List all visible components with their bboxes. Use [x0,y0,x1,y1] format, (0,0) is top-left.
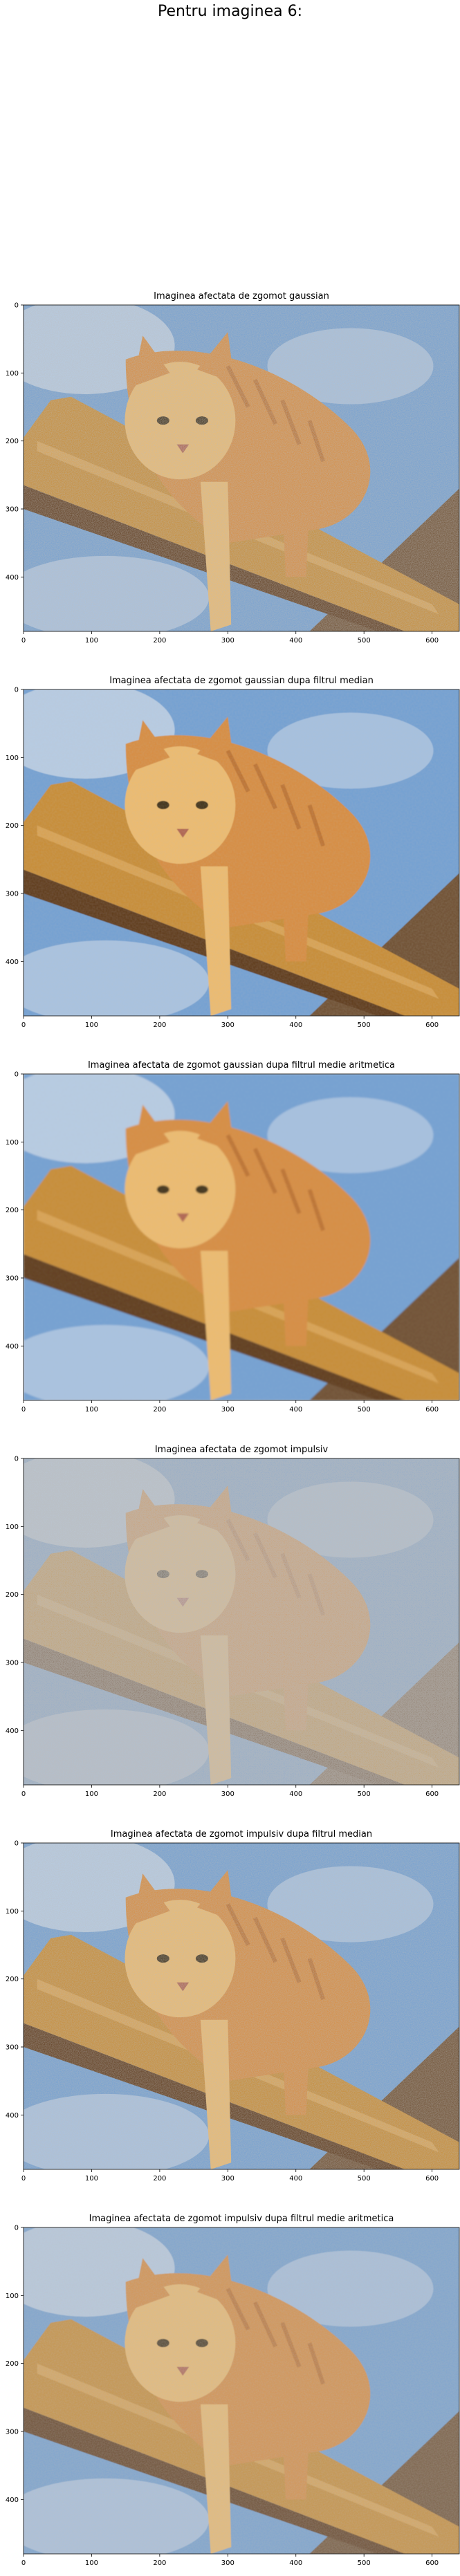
x-tick-label: 300 [221,1021,234,1029]
subplot-3: Imaginea afectata de zgomot gaussian dup… [0,1060,459,1414]
x-tick-label: 200 [153,2559,166,2567]
y-tick-label: 100 [6,1523,19,1531]
y-tick-label: 300 [6,891,19,898]
subplot-title: Imaginea afectata de zgomot gaussian dup… [109,676,374,686]
x-tick-label: 100 [85,1406,98,1414]
x-tick-label: 300 [221,637,234,645]
noise-overlay [24,689,459,1016]
x-tick-label: 600 [425,637,439,645]
x-tick-label: 500 [358,1021,371,1029]
x-tick-label: 500 [358,2175,371,2183]
subplot-1: Imaginea afectata de zgomot gaussian 0 100… [0,291,459,645]
x-tick-label: 100 [85,1790,98,1798]
x-tick-label: 300 [221,1790,234,1798]
x-tick-label: 200 [153,2175,166,2183]
y-tick-label: 0 [15,1071,19,1079]
x-tick-label: 400 [289,1406,302,1414]
y-tick-label: 100 [6,1139,19,1147]
y-tick-label: 300 [6,506,19,514]
noise-overlay [24,1843,459,2169]
y-tick-label: 100 [6,2292,19,2300]
x-tick-label: 500 [358,637,371,645]
x-tick-label: 500 [358,1790,371,1798]
x-tick-label: 0 [21,1790,26,1798]
y-tick-label: 400 [6,2112,19,2120]
x-tick-label: 0 [21,637,26,645]
x-tick-label: 0 [21,2175,26,2183]
noisy-cat-image [0,1835,459,2177]
subplot-5: Imaginea afectata de zgomot impulsiv dup… [0,1829,459,2183]
subplot-6: Imaginea afectata de zgomot impulsiv dup… [0,2214,459,2567]
x-tick-label: 500 [358,1406,371,1414]
x-tick-label: 300 [221,1406,234,1414]
x-tick-label: 400 [289,2559,302,2567]
y-tick-label: 300 [6,2044,19,2052]
noise-overlay [24,305,459,631]
y-tick-label: 100 [6,370,19,378]
subplot-title: Imaginea afectata de zgomot impulsiv [155,1445,329,1455]
y-tick-label: 0 [15,1456,19,1463]
y-tick-label: 200 [6,1591,19,1599]
subplot-title: Imaginea afectata de zgomot impulsiv dup… [111,1829,372,1840]
noisy-cat-image [0,1066,459,1408]
x-tick-label: 200 [153,1021,166,1029]
y-tick-label: 400 [6,574,19,582]
subplots: Imaginea afectata de zgomot gaussian 0 100… [0,291,459,2567]
x-tick-label: 600 [425,1021,439,1029]
x-tick-label: 0 [21,1406,26,1414]
subplot-title: Imaginea afectata de zgomot impulsiv dup… [89,2214,394,2224]
x-tick-label: 200 [153,637,166,645]
noisy-cat-image [0,297,459,639]
noisy-cat-image [0,682,459,1023]
y-tick-label: 300 [6,1660,19,1667]
x-tick-label: 600 [425,2559,439,2567]
x-tick-label: 500 [358,2559,371,2567]
y-tick-label: 100 [6,1908,19,1916]
x-tick-label: 400 [289,637,302,645]
noise-overlay [24,1458,459,1785]
noise-overlay [24,1074,459,1400]
x-tick-label: 100 [85,1021,98,1029]
y-tick-label: 200 [6,1976,19,1983]
y-tick-label: 100 [6,754,19,762]
y-tick-label: 0 [15,1840,19,1848]
y-tick-label: 0 [15,302,19,310]
x-tick-label: 400 [289,1790,302,1798]
y-tick-label: 200 [6,1207,19,1214]
y-tick-label: 200 [6,2360,19,2368]
y-tick-label: 200 [6,822,19,830]
subplot-title: Imaginea afectata de zgomot gaussian dup… [88,1060,395,1071]
noise-overlay [24,2227,459,2554]
x-tick-label: 200 [153,1406,166,1414]
x-tick-label: 200 [153,1790,166,1798]
y-tick-label: 400 [6,2496,19,2504]
y-tick-label: 400 [6,958,19,966]
y-tick-label: 0 [15,2225,19,2232]
x-tick-label: 100 [85,637,98,645]
y-tick-label: 300 [6,2429,19,2436]
y-tick-label: 300 [6,1275,19,1283]
x-tick-label: 400 [289,1021,302,1029]
x-tick-label: 600 [425,1406,439,1414]
subplot-2: Imaginea afectata de zgomot gaussian dup… [0,676,459,1029]
y-tick-label: 0 [15,687,19,694]
subplot-4: Imaginea afectata de zgomot impulsiv 0 100… [0,1445,459,1798]
x-tick-label: 400 [289,2175,302,2183]
noisy-cat-image [0,1451,459,1792]
x-tick-label: 0 [21,2559,26,2567]
subplot-title: Imaginea afectata de zgomot gaussian [154,291,329,302]
noisy-cat-image [0,2220,459,2561]
x-tick-label: 100 [85,2175,98,2183]
y-tick-label: 400 [6,1343,19,1351]
x-tick-label: 600 [425,1790,439,1798]
x-tick-label: 600 [425,2175,439,2183]
x-tick-label: 100 [85,2559,98,2567]
x-tick-label: 300 [221,2559,234,2567]
x-tick-label: 300 [221,2175,234,2183]
y-tick-label: 400 [6,1727,19,1735]
x-tick-label: 0 [21,1021,26,1029]
y-tick-label: 200 [6,438,19,445]
